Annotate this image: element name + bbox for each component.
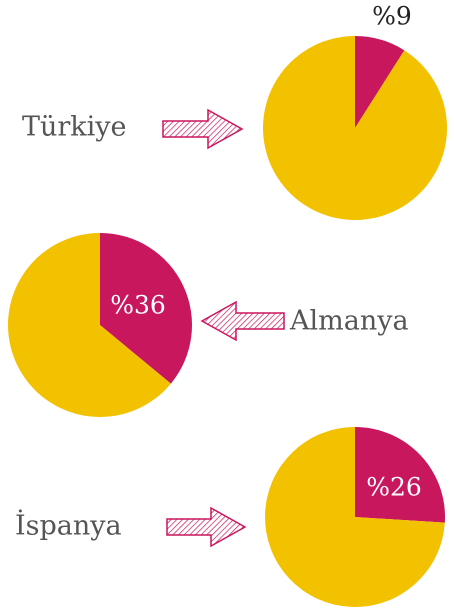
pie-slice [100,233,193,384]
arrow-right [162,108,244,150]
pie-slice [265,427,445,608]
value-label: %9 [372,2,412,31]
country-label: İspanya [15,509,122,542]
pie-slice [355,36,405,128]
pie-slice [262,36,447,220]
value-label: %26 [366,473,422,502]
arrow-left [200,300,285,342]
country-label: Türkiye [22,112,127,143]
pie-slice [355,427,445,523]
value-label: %36 [110,291,166,320]
country-label: Almanya [289,306,409,337]
arrow-right [166,506,247,548]
pie-slice [8,233,171,417]
